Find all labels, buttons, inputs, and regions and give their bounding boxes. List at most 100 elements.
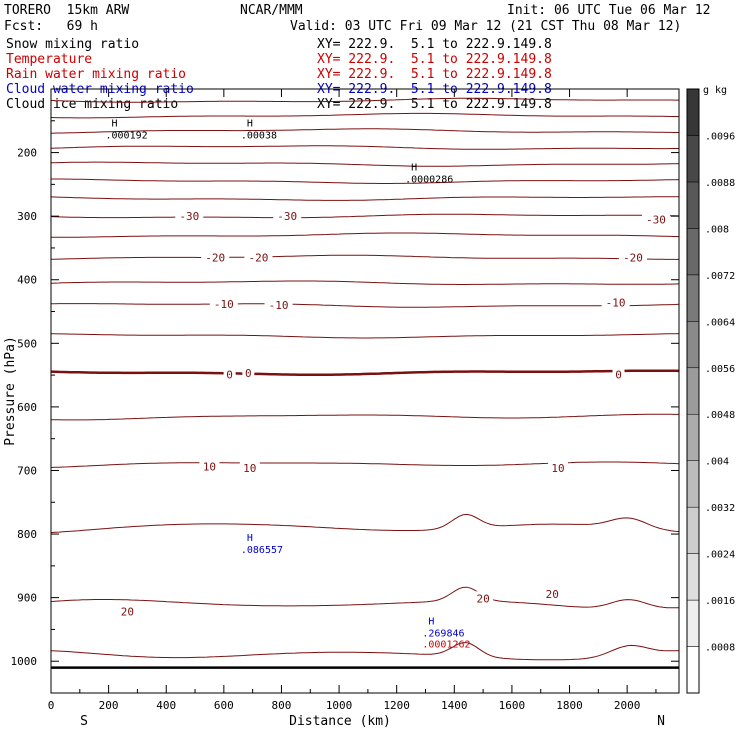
agency-label: NCAR/MMM — [240, 3, 303, 18]
isotherm-line — [50, 196, 679, 201]
y-tick-label: 900 — [17, 592, 37, 605]
x-tick-label: 400 — [156, 699, 176, 712]
max-marker-letter: H — [428, 617, 434, 628]
colorbar-swatch — [686, 135, 700, 183]
isotherm-line — [51, 303, 680, 308]
colorbar-tick-label: .0008 — [705, 643, 735, 654]
colorbar-swatch — [686, 274, 700, 322]
legend-name-snow: Snow mixing ratio — [6, 37, 140, 52]
contour-label: 10 — [203, 461, 216, 474]
colorbar-swatch — [686, 506, 700, 554]
max-marker-letter: H — [247, 533, 253, 544]
valid-time: Valid: 03 UTC Fri 09 Mar 12 (21 CST Thu … — [290, 19, 682, 34]
contour-label-backing — [542, 586, 563, 600]
contour-label-backing — [209, 296, 238, 310]
isotherm-line — [50, 97, 679, 103]
isotherm-line — [50, 642, 680, 661]
colorbar-tick-label: .0024 — [705, 550, 735, 561]
contour-label-backing — [264, 298, 293, 312]
plot-frame — [50, 88, 680, 694]
contour-label-backing — [244, 250, 273, 264]
colorbar-tick-label: .0048 — [705, 410, 735, 421]
colorbar-swatch — [686, 88, 700, 136]
contour-label: 10 — [551, 462, 564, 475]
y-tick-label: 400 — [17, 274, 37, 287]
isotherm-line — [50, 145, 679, 150]
y-tick-label: 300 — [17, 210, 37, 223]
colorbar-tick-label: .0096 — [705, 131, 735, 142]
contour-label: -10 — [269, 299, 289, 312]
x-tick-label: 600 — [214, 699, 234, 712]
contour-label: 10 — [243, 462, 256, 475]
contour-label: 0 — [245, 367, 252, 380]
max-marker-value: .086557 — [241, 545, 283, 556]
x-tick-label: 800 — [272, 699, 292, 712]
colorbar-frame — [686, 88, 700, 694]
y-tick-label: 200 — [17, 147, 37, 160]
colorbar-tick-label: .0088 — [705, 178, 735, 189]
isotherm-line — [51, 178, 680, 184]
contour-label-backing — [239, 460, 260, 474]
max-marker-letter: H — [111, 119, 117, 130]
contour-label-backing — [612, 367, 625, 381]
colorbar-swatch — [686, 646, 700, 694]
x-tick-label: 1400 — [441, 699, 468, 712]
isotherm-line — [50, 254, 679, 260]
contour-label-backing — [618, 250, 647, 264]
contour-label: -30 — [646, 213, 666, 226]
contour-label: -10 — [606, 297, 626, 310]
colorbar-swatch — [686, 321, 700, 369]
colorbar-tick-label: .0056 — [705, 364, 735, 375]
y-tick-label: 700 — [17, 464, 37, 477]
isotherm-line — [51, 232, 680, 238]
y-tick-label: 1000 — [11, 655, 38, 668]
contour-label-backing — [548, 460, 569, 474]
x-tick-label: 0 — [48, 699, 55, 712]
colorbar-swatch — [686, 599, 700, 647]
contour-label: 20 — [121, 606, 134, 619]
legend-xy-temperature: XY= 222.9. 5.1 to 222.9.149.8 — [317, 52, 552, 67]
init-time: Init: 06 UTC Tue 06 Mar 12 — [507, 3, 711, 18]
maxima-annotations: H.000192H.00038H.0000286H.086557H.269846… — [105, 119, 470, 651]
direction-north: N — [657, 714, 665, 729]
legend-name-temperature: Temperature — [6, 52, 93, 67]
isotherm-line — [50, 213, 680, 219]
x-tick-label: 1000 — [326, 699, 353, 712]
y-tick-label: 500 — [17, 337, 37, 350]
colorbar-swatch — [686, 553, 700, 601]
forecast-hour: Fcst: 69 h — [4, 19, 98, 34]
y-axis-title: Pressure (hPa) — [3, 336, 18, 446]
max-marker-value: .00038 — [241, 131, 277, 142]
contour-label-backing — [201, 250, 230, 264]
colorbar-tick-label: .0016 — [705, 596, 735, 607]
contour-label-backing — [273, 209, 302, 223]
isotherm-line — [50, 369, 680, 377]
colorbar: .0008 .0016 .0024 .0032 .004 .0048 .0056 .0064.… — [686, 81, 740, 694]
contour-label: -20 — [248, 251, 268, 264]
colorbar-swatch — [686, 413, 700, 461]
contour-label-backing — [641, 212, 670, 226]
contour-label-backing — [223, 367, 236, 381]
x-tick-label: 1200 — [383, 699, 410, 712]
legend-xy-rain: XY= 222.9. 5.1 to 222.9.149.8 — [317, 67, 552, 82]
colorbar-swatch — [686, 228, 700, 276]
legend-xy-snow: XY= 222.9. 5.1 to 222.9.149.8 — [317, 37, 552, 52]
contour-label: 20 — [476, 592, 489, 605]
contour-label: 0 — [226, 368, 233, 381]
max-marker-value: .0001262 — [422, 639, 470, 650]
colorbar-tick-label: .0064 — [705, 317, 735, 328]
x-tick-label: 1600 — [499, 699, 526, 712]
contour-label: -20 — [205, 251, 225, 264]
contour-label: -30 — [179, 210, 199, 223]
colorbar-tick-label: .008 — [705, 224, 729, 235]
isotherm-line — [50, 112, 680, 119]
x-tick-label: 2000 — [614, 699, 641, 712]
isotherm-line — [50, 461, 680, 468]
contour-labels: -30 -30 -30-20 -20 -20-10 -10 -100 0 010 10 102020… — [117, 209, 670, 619]
isotherm-line — [50, 333, 680, 339]
contour-label-backing — [117, 604, 138, 618]
contour-label-backing — [242, 366, 255, 380]
model-title: TORERO 15km ARW — [4, 3, 130, 18]
max-marker-value: .000192 — [105, 131, 147, 142]
